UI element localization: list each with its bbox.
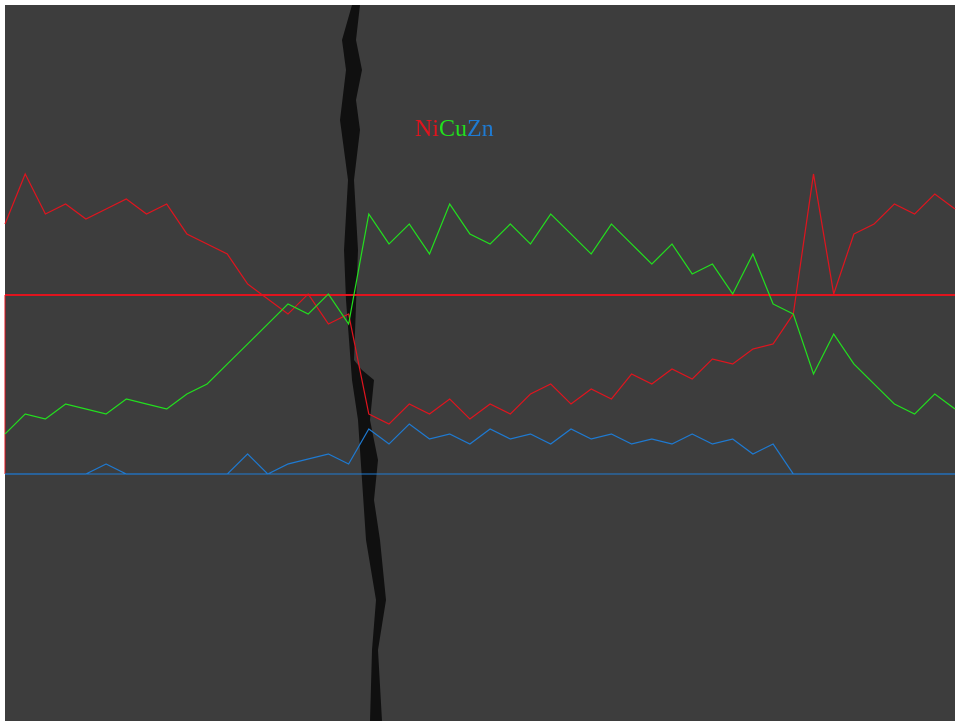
line-series: [4, 202, 956, 435]
crack: [340, 5, 386, 721]
legend: NiCuZn: [415, 116, 494, 142]
legend-entry: Ni: [415, 116, 439, 142]
line-series: [4, 172, 956, 425]
legend-entry: Zn: [467, 116, 494, 142]
sem-background: [5, 5, 955, 721]
line-series: [5, 423, 955, 475]
legend-entry: Cu: [439, 116, 467, 142]
